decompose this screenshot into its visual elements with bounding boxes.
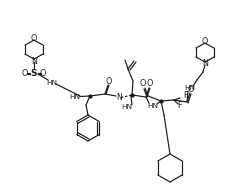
Text: F: F: [177, 101, 181, 111]
Text: O: O: [22, 69, 28, 78]
Text: O: O: [188, 85, 194, 93]
Text: N: N: [31, 56, 37, 66]
Text: O: O: [202, 37, 208, 46]
Text: O: O: [147, 79, 153, 89]
Text: F: F: [183, 92, 187, 101]
Text: N: N: [202, 59, 208, 69]
Text: S: S: [31, 69, 37, 78]
Text: HN: HN: [46, 80, 58, 86]
Text: O: O: [40, 69, 46, 78]
Text: HN: HN: [185, 85, 195, 91]
Text: HN: HN: [148, 103, 159, 109]
Text: HN: HN: [122, 104, 132, 110]
Text: ,,: ,,: [120, 94, 124, 99]
Text: O: O: [140, 79, 146, 89]
Text: O: O: [106, 77, 112, 86]
Text: HN: HN: [69, 94, 80, 100]
Text: N: N: [116, 93, 122, 102]
Text: O: O: [31, 34, 37, 43]
